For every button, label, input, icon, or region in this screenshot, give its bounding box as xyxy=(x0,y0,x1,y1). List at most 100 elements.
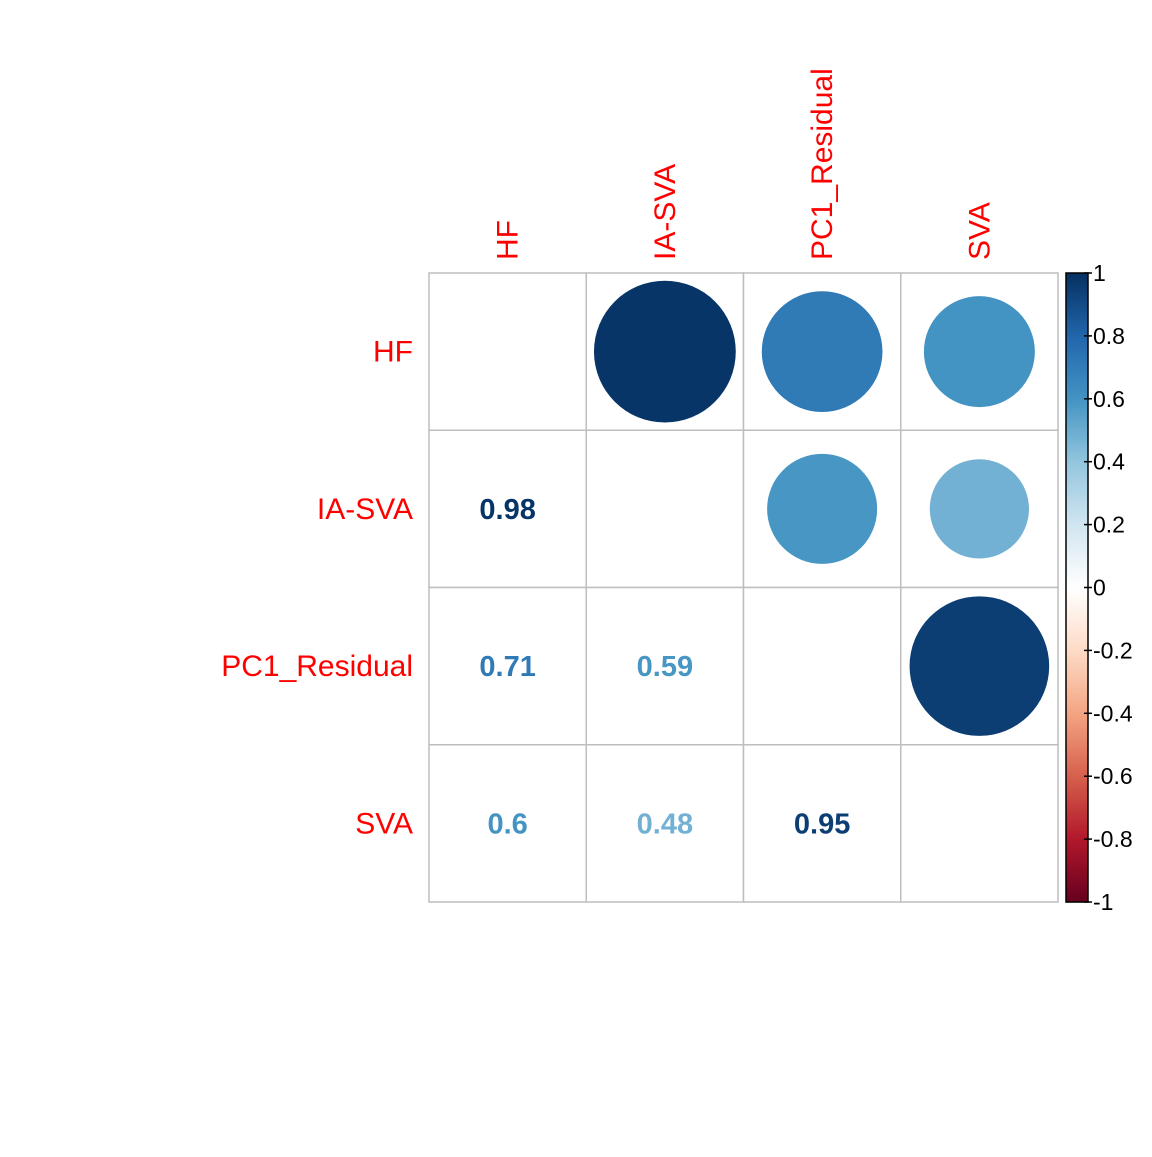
legend-segment xyxy=(1066,653,1088,658)
legend-segment xyxy=(1066,282,1088,287)
legend-segment xyxy=(1066,603,1088,607)
legend-segment xyxy=(1066,854,1088,859)
legend-segment xyxy=(1066,288,1088,293)
legend-segment xyxy=(1066,647,1088,651)
legend-segment xyxy=(1066,411,1088,416)
legend-tick-label: 1 xyxy=(1093,260,1106,286)
legend-segment xyxy=(1066,276,1088,280)
legend-segment xyxy=(1066,546,1088,551)
legend-segment xyxy=(1066,291,1088,296)
value-label-sva-pc1-residual: 0.95 xyxy=(794,808,850,840)
value-label-sva-hf: 0.6 xyxy=(487,808,527,840)
legend-tick-label: 0.8 xyxy=(1093,323,1125,349)
cell-sva-hf xyxy=(428,744,587,903)
legend-segment xyxy=(1066,634,1088,639)
legend-segment xyxy=(1066,461,1088,466)
legend-segment xyxy=(1066,464,1088,469)
legend-segment xyxy=(1066,738,1088,743)
legend-segment xyxy=(1066,398,1088,403)
legend-segment xyxy=(1066,401,1088,406)
legend-segment xyxy=(1066,392,1088,397)
value-label-pc1-residual-hf: 0.71 xyxy=(479,651,535,683)
legend-segment xyxy=(1066,593,1088,598)
legend-segment xyxy=(1066,317,1088,321)
legend-segment xyxy=(1066,307,1088,312)
legend-segment xyxy=(1066,458,1088,463)
legend-segment xyxy=(1066,779,1088,784)
legend-segment xyxy=(1066,505,1088,510)
cell-pc1-residual-pc1-residual xyxy=(742,586,902,746)
legend-segment xyxy=(1066,493,1088,497)
legend-segment xyxy=(1066,795,1088,799)
legend-segment xyxy=(1066,301,1088,306)
legend-segment xyxy=(1066,323,1088,328)
legend-segment xyxy=(1066,678,1088,683)
legend-segment xyxy=(1066,320,1088,324)
legend-segment xyxy=(1066,364,1088,368)
legend-segment xyxy=(1066,477,1088,482)
legend-segment xyxy=(1066,615,1088,620)
legend-segment xyxy=(1066,776,1088,780)
legend-segment xyxy=(1066,791,1088,796)
legend-segment xyxy=(1066,722,1088,727)
legend-segment xyxy=(1066,810,1088,815)
legend-segment xyxy=(1066,707,1088,711)
row-label-hf: HF xyxy=(373,336,413,369)
legend-segment xyxy=(1066,326,1088,331)
legend-segment xyxy=(1066,508,1088,513)
legend-segment xyxy=(1066,423,1088,428)
legend-segment xyxy=(1066,766,1088,771)
legend-segment xyxy=(1066,521,1088,526)
legend-segment xyxy=(1066,395,1088,400)
legend-segment xyxy=(1066,751,1088,755)
legend-segment xyxy=(1066,414,1088,419)
value-label-ia-sva-hf: 0.98 xyxy=(479,494,535,526)
legend-segment xyxy=(1066,600,1088,604)
circle-pc1-residual-sva xyxy=(909,596,1050,736)
legend-segment xyxy=(1066,354,1088,359)
legend-segment xyxy=(1066,782,1088,787)
legend-segment xyxy=(1066,876,1088,881)
legend-segment xyxy=(1066,345,1088,350)
col-label-hf: HF xyxy=(492,220,525,260)
cell-ia-sva-ia-sva xyxy=(585,429,745,589)
legend-segment xyxy=(1066,757,1088,762)
legend-segment xyxy=(1066,439,1088,444)
circle-hf-pc1-residual xyxy=(761,291,883,412)
legend-segment xyxy=(1066,273,1088,277)
legend-segment xyxy=(1066,335,1088,340)
legend-segment xyxy=(1066,886,1088,891)
legend-segment xyxy=(1066,744,1088,749)
legend-segment xyxy=(1066,298,1088,302)
legend-segment xyxy=(1066,842,1088,846)
legend-segment xyxy=(1066,675,1088,680)
legend-segment xyxy=(1066,713,1088,718)
legend-tick-label: 0 xyxy=(1093,575,1106,601)
legend-segment xyxy=(1066,669,1088,674)
legend-segment xyxy=(1066,612,1088,617)
circle-hf-sva xyxy=(923,296,1035,408)
legend-segment xyxy=(1066,716,1088,721)
legend-segment xyxy=(1066,829,1088,834)
legend-segment xyxy=(1066,870,1088,875)
legend-segment xyxy=(1066,823,1088,828)
legend-segment xyxy=(1066,889,1088,894)
value-label-pc1-residual-ia-sva: 0.59 xyxy=(637,651,693,683)
legend-segment xyxy=(1066,741,1088,746)
legend-segment xyxy=(1066,449,1088,453)
legend-tick-label: -1 xyxy=(1093,889,1113,915)
legend-segment xyxy=(1066,527,1088,532)
legend-segment xyxy=(1066,694,1088,699)
legend-segment xyxy=(1066,609,1088,614)
legend-segment xyxy=(1066,376,1088,381)
legend-segment xyxy=(1066,798,1088,802)
legend-segment xyxy=(1066,801,1088,806)
legend-segment xyxy=(1066,839,1088,843)
legend-segment xyxy=(1066,804,1088,809)
legend-segment xyxy=(1066,697,1088,702)
legend-segment xyxy=(1066,420,1088,425)
legend-segment xyxy=(1066,700,1088,705)
legend-segment xyxy=(1066,788,1088,793)
legend-segment xyxy=(1066,559,1088,563)
